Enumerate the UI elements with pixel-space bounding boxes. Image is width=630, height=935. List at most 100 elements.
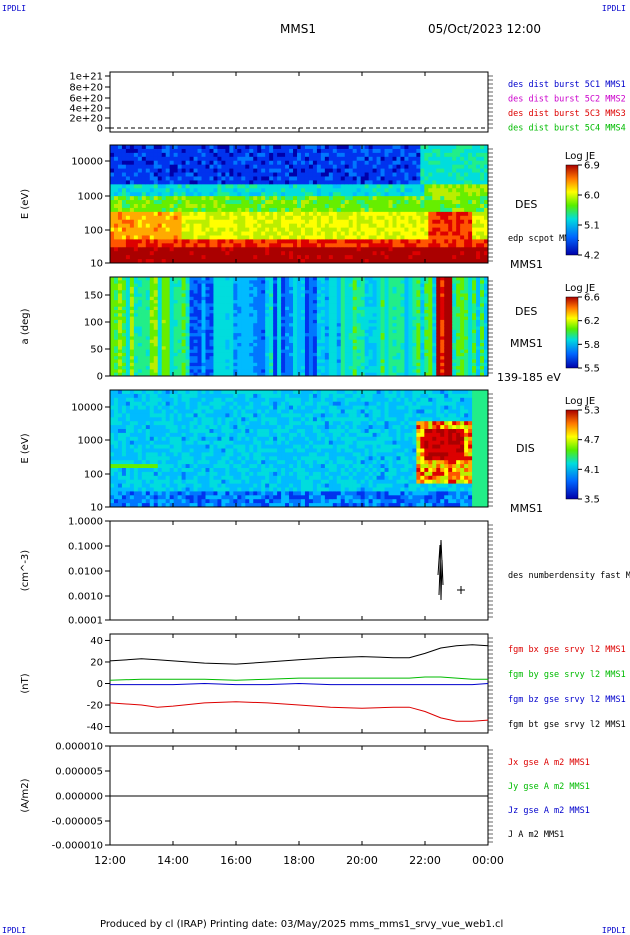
heatmap-cell: [122, 165, 126, 169]
heatmap-cell: [385, 176, 389, 180]
heatmap-cell: [178, 188, 182, 192]
heatmap-cell: [174, 153, 178, 157]
heatmap-cell: [317, 173, 321, 177]
heatmap-cell: [420, 224, 424, 228]
heatmap-cell: [289, 228, 293, 232]
heatmap-cell: [353, 307, 357, 311]
heatmap-cell: [170, 303, 174, 307]
heatmap-cell: [237, 161, 241, 165]
heatmap-cell: [114, 228, 118, 232]
heatmap-cell: [373, 251, 377, 255]
heatmap-cell: [150, 212, 154, 216]
heatmap-cell: [293, 200, 297, 204]
heatmap-cell: [452, 243, 456, 247]
heatmap-cell: [205, 280, 209, 284]
heatmap-cell: [448, 208, 452, 212]
heatmap-cell: [233, 353, 237, 357]
heatmap-cell: [146, 366, 150, 370]
heatmap-cell: [353, 330, 357, 334]
heatmap-cell: [408, 196, 412, 200]
heatmap-cell: [456, 232, 460, 236]
heatmap-cell: [118, 251, 122, 255]
heatmap-cell: [142, 149, 146, 153]
heatmap-cell: [122, 224, 126, 228]
heatmap-cell: [174, 176, 178, 180]
heatmap-cell: [126, 310, 130, 314]
heatmap-cell: [186, 343, 190, 347]
heatmap-cell: [221, 307, 225, 311]
heatmap-cell: [317, 310, 321, 314]
heatmap-cell: [118, 188, 122, 192]
heatmap-cell: [253, 340, 257, 344]
heatmap-cell: [289, 173, 293, 177]
heatmap-cell: [329, 149, 333, 153]
heatmap-cell: [142, 161, 146, 165]
heatmap-cell: [353, 350, 357, 354]
heatmap-cell: [357, 239, 361, 243]
heatmap-cell: [182, 184, 186, 188]
heatmap-cell: [114, 153, 118, 157]
heatmap-cell: [154, 232, 158, 236]
heatmap-cell: [476, 157, 480, 161]
heatmap-cell: [381, 251, 385, 255]
heatmap-cell: [114, 290, 118, 294]
heatmap-cell: [229, 243, 233, 247]
heatmap-cell: [333, 320, 337, 324]
heatmap-cell: [377, 228, 381, 232]
heatmap-cell: [178, 327, 182, 331]
heatmap-cell: [245, 360, 249, 364]
heatmap-cell: [285, 369, 289, 373]
heatmap-cell: [377, 232, 381, 236]
heatmap-cell: [456, 161, 460, 165]
heatmap-cell: [190, 243, 194, 247]
heatmap-cell: [289, 184, 293, 188]
heatmap-cell: [460, 200, 464, 204]
heatmap-cell: [178, 313, 182, 317]
heatmap-cell: [357, 188, 361, 192]
heatmap-cell: [194, 350, 198, 354]
heatmap-cell: [337, 204, 341, 208]
heatmap-cell: [213, 310, 217, 314]
heatmap-cell: [253, 204, 257, 208]
heatmap-cell: [130, 251, 134, 255]
heatmap-cell: [285, 297, 289, 301]
heatmap-cell: [130, 224, 134, 228]
heatmap-cell: [150, 255, 154, 259]
heatmap-cell: [309, 173, 313, 177]
heatmap-cell: [353, 153, 357, 157]
heatmap-cell: [444, 176, 448, 180]
heatmap-cell: [456, 157, 460, 161]
heatmap-cell: [166, 363, 170, 367]
heatmap-cell: [253, 153, 257, 157]
heatmap-cell: [194, 280, 198, 284]
heatmap-cell: [126, 277, 130, 281]
heatmap-cell: [416, 216, 420, 220]
heatmap-cell: [333, 346, 337, 350]
heatmap-cell: [313, 173, 317, 177]
heatmap-cell: [452, 165, 456, 169]
heatmap-cell: [118, 297, 122, 301]
heatmap-cell: [186, 247, 190, 251]
heatmap-cell: [202, 356, 206, 360]
heatmap-cell: [126, 243, 130, 247]
heatmap-cell: [198, 173, 202, 177]
heatmap-cell: [126, 180, 130, 184]
heatmap-cell: [357, 340, 361, 344]
heatmap-cell: [229, 303, 233, 307]
heatmap-cell: [213, 243, 217, 247]
heatmap-cell: [221, 300, 225, 304]
heatmap-cell: [309, 280, 313, 284]
heatmap-cell: [178, 228, 182, 232]
heatmap-cell: [245, 224, 249, 228]
heatmap-cell: [194, 356, 198, 360]
heatmap-cell: [233, 184, 237, 188]
heatmap-cell: [217, 317, 221, 321]
heatmap-cell: [253, 310, 257, 314]
heatmap-cell: [389, 247, 393, 251]
heatmap-cell: [221, 360, 225, 364]
heatmap-cell: [114, 327, 118, 331]
heatmap-cell: [202, 333, 206, 337]
heatmap-cell: [432, 232, 436, 236]
heatmap-cell: [245, 149, 249, 153]
heatmap-cell: [146, 157, 150, 161]
